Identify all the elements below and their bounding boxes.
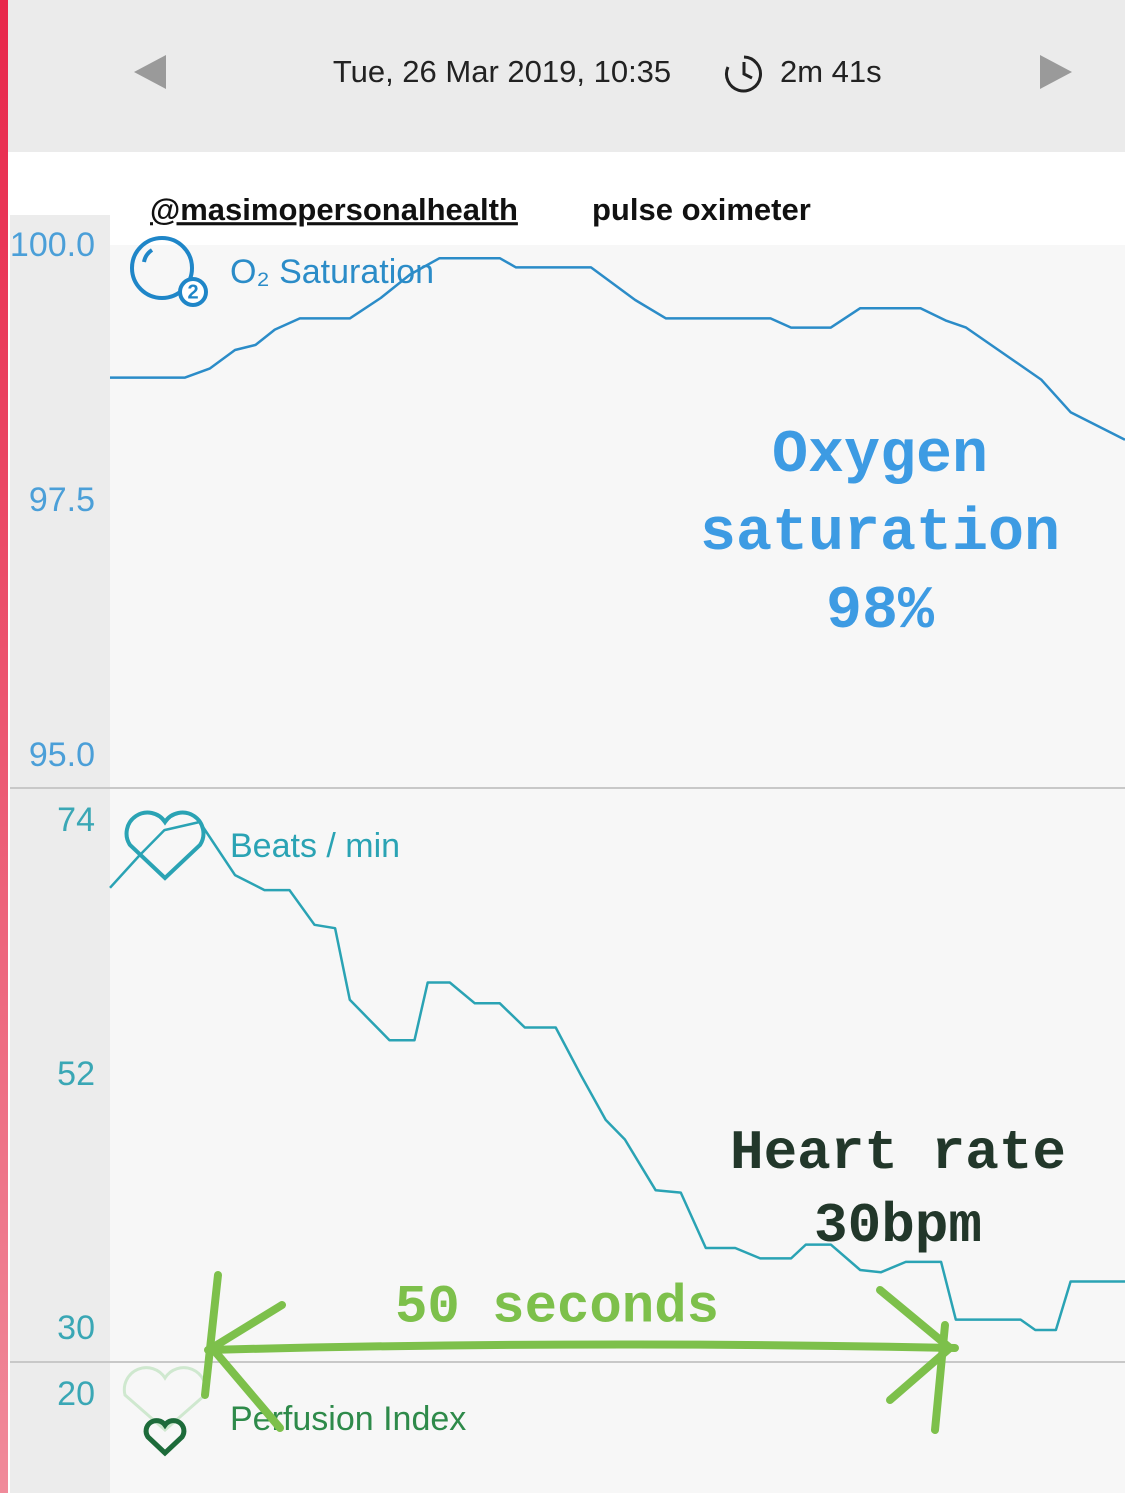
y-tick-label: 95.0 (29, 736, 95, 774)
perfusion-icon (122, 1366, 208, 1457)
annotation: 50 seconds (395, 1277, 719, 1338)
y-tick-label: 30 (57, 1309, 95, 1347)
annotation: Oxygen (772, 422, 988, 490)
data-line (110, 256, 1125, 441)
y-tick-label: 74 (57, 801, 95, 839)
o2-icon (130, 236, 208, 307)
chart-title: O₂ Saturation (230, 253, 434, 291)
prev-button[interactable] (134, 55, 166, 89)
duration: 2m 41s (780, 54, 882, 89)
plot-area (110, 245, 1125, 1493)
edge-strip (0, 0, 8, 1493)
data-line (109, 820, 1125, 1332)
annotation: 98% (826, 578, 935, 646)
caption-bg (150, 215, 1125, 245)
y-tick-label: 100.0 (10, 226, 95, 264)
y-tick-label: 52 (57, 1055, 95, 1093)
y-tick-label: 97.5 (29, 481, 95, 519)
y-tick-label: 20 (57, 1375, 95, 1413)
chart-title: Beats / min (230, 827, 400, 865)
annotation: 30bpm (814, 1194, 982, 1258)
annotation: Heart rate (730, 1121, 1066, 1185)
header-bar (0, 0, 1125, 152)
caption-text: pulse oximeter (592, 192, 811, 227)
caption-handle: @masimopersonalhealth (150, 192, 518, 227)
plots: 95.0 97.5 100.0 30 52 74 (10, 226, 1125, 1347)
timer-icon (725, 55, 762, 93)
next-button[interactable] (1040, 55, 1072, 89)
span-arrow (201, 1271, 959, 1434)
axis-column (10, 215, 110, 1493)
annotation: saturation (700, 500, 1060, 568)
o2-icon-digit: 2 (187, 281, 198, 303)
date: Tue, 26 Mar 2019, 10:35 (333, 54, 671, 89)
